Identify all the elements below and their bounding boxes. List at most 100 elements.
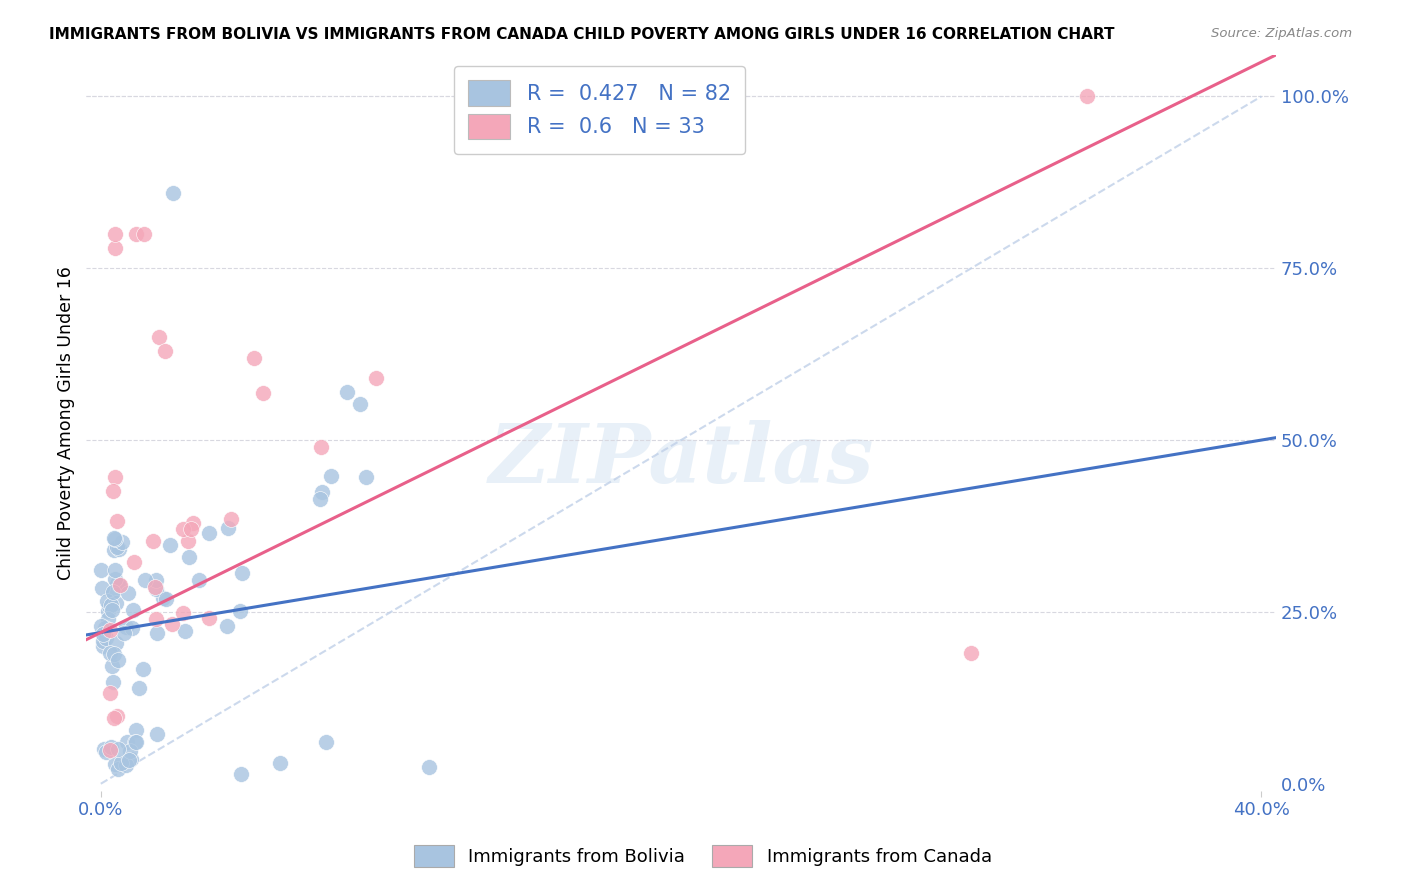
Point — [107, 653, 129, 667]
Text: IMMIGRANTS FROM BOLIVIA VS IMMIGRANTS FROM CANADA CHILD POVERTY AMONG GIRLS UNDE: IMMIGRANTS FROM BOLIVIA VS IMMIGRANTS FR… — [49, 27, 1115, 42]
Point — [124, 227, 146, 241]
Point — [122, 603, 145, 617]
Point — [231, 566, 253, 580]
Point — [104, 596, 127, 610]
Point — [122, 555, 145, 569]
Point — [159, 538, 181, 552]
Point — [180, 522, 202, 536]
Point — [128, 681, 150, 696]
Point — [94, 745, 117, 759]
Legend: Immigrants from Bolivia, Immigrants from Canada: Immigrants from Bolivia, Immigrants from… — [408, 838, 998, 874]
Point — [118, 753, 141, 767]
Point — [108, 578, 131, 592]
Text: ZIPatlas: ZIPatlas — [488, 419, 875, 500]
Point — [104, 564, 127, 578]
Point — [142, 533, 165, 548]
Point — [120, 743, 142, 757]
Point — [103, 585, 125, 599]
Point — [145, 574, 167, 588]
Point — [181, 516, 204, 531]
Point — [105, 514, 128, 528]
Point — [90, 619, 112, 633]
Point — [98, 623, 121, 637]
Point — [97, 604, 120, 618]
Point — [107, 542, 129, 557]
Point — [309, 491, 332, 506]
Point — [103, 542, 125, 557]
Point — [172, 522, 194, 536]
Point — [107, 741, 129, 756]
Point — [269, 756, 291, 770]
Point — [418, 760, 440, 774]
Point — [252, 385, 274, 400]
Point — [134, 573, 156, 587]
Y-axis label: Child Poverty Among Girls Under 16: Child Poverty Among Girls Under 16 — [58, 266, 75, 580]
Point — [1076, 89, 1098, 103]
Point — [115, 758, 138, 772]
Point — [229, 767, 252, 781]
Point — [179, 550, 201, 565]
Point — [134, 227, 156, 241]
Point — [315, 735, 337, 749]
Point — [103, 483, 125, 498]
Point — [97, 599, 120, 614]
Point — [97, 612, 120, 626]
Point — [153, 343, 176, 358]
Point — [105, 577, 128, 591]
Point — [100, 739, 122, 754]
Point — [105, 541, 128, 555]
Point — [217, 619, 239, 633]
Point — [187, 574, 209, 588]
Point — [177, 533, 200, 548]
Point — [120, 752, 142, 766]
Point — [111, 535, 134, 549]
Point — [132, 662, 155, 676]
Point — [114, 620, 136, 634]
Point — [107, 762, 129, 776]
Point — [104, 241, 127, 255]
Point — [366, 371, 388, 385]
Point — [172, 607, 194, 621]
Point — [104, 572, 127, 586]
Point — [100, 658, 122, 673]
Point — [100, 602, 122, 616]
Point — [110, 578, 132, 592]
Point — [110, 756, 132, 771]
Point — [91, 581, 114, 595]
Point — [112, 625, 135, 640]
Point — [98, 743, 121, 757]
Point — [125, 723, 148, 738]
Point — [243, 351, 266, 366]
Point — [100, 599, 122, 613]
Point — [103, 710, 125, 724]
Point — [145, 612, 167, 626]
Point — [145, 582, 167, 596]
Point — [121, 621, 143, 635]
Point — [96, 594, 118, 608]
Point — [91, 634, 114, 648]
Point — [104, 532, 127, 546]
Point — [98, 686, 121, 700]
Point — [90, 563, 112, 577]
Point — [93, 741, 115, 756]
Point — [336, 384, 359, 399]
Point — [91, 639, 114, 653]
Point — [98, 646, 121, 660]
Point — [101, 585, 124, 599]
Point — [960, 646, 983, 660]
Point — [354, 470, 377, 484]
Point — [198, 611, 221, 625]
Point — [349, 397, 371, 411]
Point — [228, 604, 250, 618]
Point — [104, 227, 127, 241]
Point — [96, 631, 118, 645]
Legend: R =  0.427   N = 82, R =  0.6   N = 33: R = 0.427 N = 82, R = 0.6 N = 33 — [454, 65, 745, 154]
Point — [91, 627, 114, 641]
Point — [309, 440, 332, 454]
Point — [104, 756, 127, 771]
Point — [311, 485, 333, 500]
Point — [115, 735, 138, 749]
Point — [148, 330, 170, 344]
Point — [155, 591, 177, 606]
Point — [104, 469, 127, 483]
